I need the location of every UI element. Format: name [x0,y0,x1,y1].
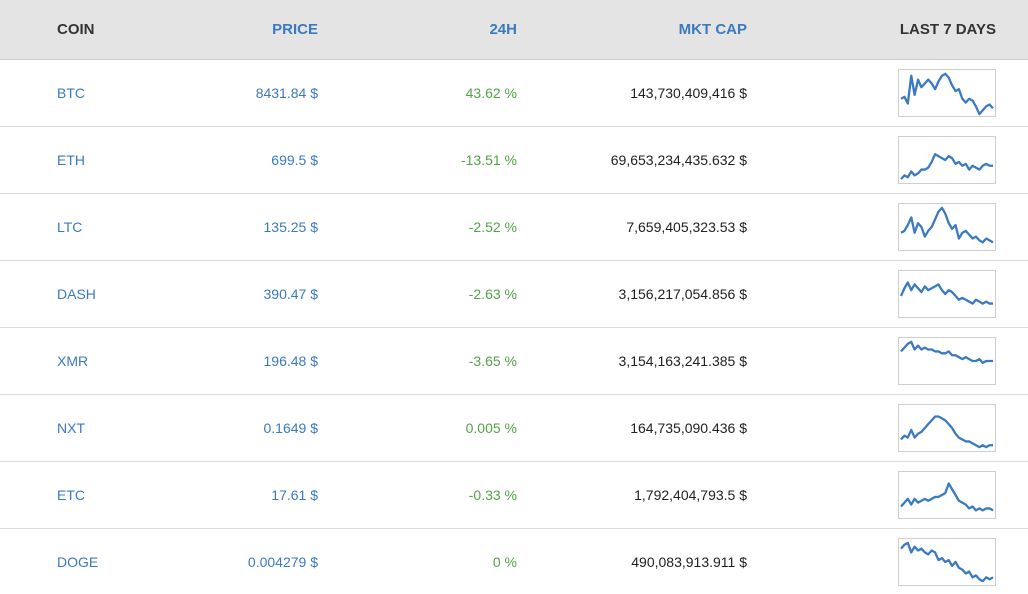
coin-symbol-link[interactable]: DASH [57,286,96,302]
coin-price: 0.1649 $ [263,420,319,436]
table-row[interactable]: DASH 390.47 $ -2.63 % 3,156,217,054.856 $ [0,261,1028,328]
coin-symbol-link[interactable]: BTC [57,85,85,101]
coin-market-cap: 69,653,234,435.632 $ [610,152,747,168]
sparkline-line [899,281,993,305]
coin-market-cap: 7,659,405,323.53 $ [626,219,747,235]
coin-price: 196.48 $ [263,353,319,369]
sparkline-line [900,72,994,116]
column-header-coin[interactable]: COIN [57,21,95,38]
coin-24h-change: 43.62 % [465,85,517,101]
table-row[interactable]: DOGE 0.004279 $ 0 % 490,083,913.911 $ [0,529,1028,594]
sparkline-line [900,206,994,244]
coin-24h-change: 0.005 % [465,420,517,436]
sparkline-cell [796,60,996,126]
table-row[interactable]: ETC 17.61 $ -0.33 % 1,792,404,793.5 $ [0,462,1028,529]
coin-symbol-link[interactable]: NXT [57,420,85,436]
column-header-price[interactable]: PRICE [272,21,318,38]
sparkline-chart [898,270,996,318]
coin-market-cap: 490,083,913.911 $ [631,554,747,570]
coin-market-cap: 164,735,090.436 $ [630,420,747,436]
sparkline-cell [796,529,996,594]
coin-market-cap: 3,156,217,054.856 $ [618,286,747,302]
coin-price: 135.25 $ [263,219,319,235]
table-row[interactable]: NXT 0.1649 $ 0.005 % 164,735,090.436 $ [0,395,1028,462]
sparkline-line [900,340,993,365]
table-row[interactable]: LTC 135.25 $ -2.52 % 7,659,405,323.53 $ [0,194,1028,261]
sparkline-chart [898,404,996,452]
column-header-last-7-days: LAST 7 DAYS [899,21,996,38]
coin-price: 17.61 $ [271,487,318,503]
sparkline-cell [796,194,996,260]
coin-price: 0.004279 $ [247,554,318,570]
coin-symbol-link[interactable]: LTC [57,219,83,235]
sparkline-cell [796,261,996,327]
coin-symbol-link[interactable]: ETC [57,487,85,503]
column-header-mkt-cap[interactable]: MKT CAP [678,21,747,38]
coin-market-cap: 3,154,163,241.385 $ [618,353,747,369]
coin-price: 390.47 $ [263,286,319,302]
coin-24h-change: -13.51 % [460,152,517,168]
sparkline-chart [898,69,996,117]
sparkline-chart [898,337,996,385]
coin-price: 699.5 $ [271,152,318,168]
sparkline-line [900,541,994,583]
coin-market-cap: 1,792,404,793.5 $ [634,487,747,503]
sparkline-chart [898,538,996,586]
coin-24h-change: -0.33 % [468,487,517,503]
sparkline-line [900,153,993,180]
sparkline-chart [898,471,996,519]
coin-market-cap: 143,730,409,416 $ [630,85,747,101]
table-row[interactable]: XMR 196.48 $ -3.65 % 3,154,163,241.385 $ [0,328,1028,395]
sparkline-cell [796,462,996,528]
table-header: COIN PRICE 24H MKT CAP LAST 7 DAYS [0,0,1028,60]
coin-symbol-link[interactable]: ETH [57,152,85,168]
sparkline-cell [796,127,996,193]
coin-24h-change: -3.65 % [468,353,517,369]
coin-price: 8431.84 $ [255,85,318,101]
sparkline-line [900,415,993,449]
sparkline-cell [796,395,996,461]
coin-24h-change: 0 % [492,554,517,570]
sparkline-line [900,482,994,512]
sparkline-chart [898,203,996,251]
column-header-24h[interactable]: 24H [489,21,517,38]
table-row[interactable]: ETH 699.5 $ -13.51 % 69,653,234,435.632 $ [0,127,1028,194]
table-body: BTC 8431.84 $ 43.62 % 143,730,409,416 $ ETH 6… [0,60,1028,594]
coin-symbol-link[interactable]: XMR [57,353,89,369]
coin-symbol-link[interactable]: DOGE [57,554,99,570]
sparkline-cell [796,328,996,394]
table-row[interactable]: BTC 8431.84 $ 43.62 % 143,730,409,416 $ [0,60,1028,127]
sparkline-chart [898,136,996,184]
coin-24h-change: -2.52 % [468,219,517,235]
coin-24h-change: -2.63 % [468,286,517,302]
